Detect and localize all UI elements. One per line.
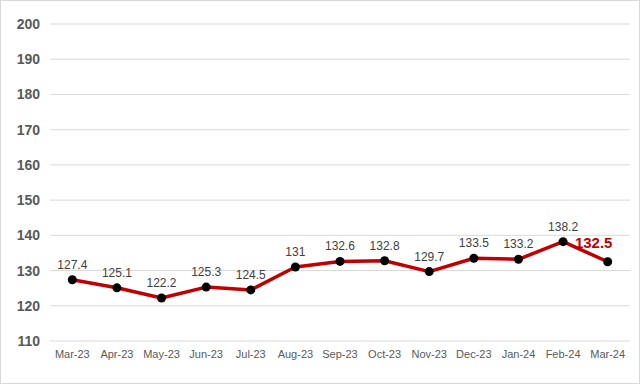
data-point [380, 256, 389, 265]
data-label: 138.2 [548, 220, 578, 234]
data-label: 132.8 [370, 239, 400, 253]
x-tick-label: Mar-24 [590, 348, 625, 360]
grid-line [50, 59, 630, 60]
data-label: 125.1 [102, 266, 132, 280]
x-tick-label: Mar-23 [55, 348, 90, 360]
chart-container: 110 120 130 140 150 160 170 180 190 200 Mar-23 Apr-… [0, 0, 640, 384]
grid-line [50, 341, 630, 342]
data-label: 132.6 [325, 239, 355, 253]
x-tick-label: Aug-23 [278, 348, 313, 360]
data-label: 122.2 [147, 276, 177, 290]
grid-line [50, 94, 630, 95]
data-label: 133.5 [459, 236, 489, 250]
data-point [469, 254, 478, 263]
grid-line [50, 200, 630, 201]
data-label: 131 [285, 245, 305, 259]
data-point [336, 257, 345, 266]
data-label: 124.5 [236, 268, 266, 282]
x-tick-label: Feb-24 [546, 348, 581, 360]
grid-line [50, 24, 630, 25]
data-label: 127.4 [57, 258, 87, 272]
data-point [157, 294, 166, 303]
grid-line [50, 305, 630, 306]
data-point [246, 285, 255, 294]
x-tick-label: Sep-23 [322, 348, 357, 360]
plot-area [68, 237, 612, 302]
data-label: 133.2 [503, 237, 533, 251]
y-tick-label: 140 [17, 227, 41, 243]
y-tick-label: 150 [17, 192, 41, 208]
y-tick-label: 120 [17, 298, 41, 314]
data-point [425, 267, 434, 276]
x-tick-label: Nov-23 [411, 348, 446, 360]
y-tick-label: 130 [17, 263, 41, 279]
data-label: 132.5 [575, 234, 613, 251]
grid-line [50, 164, 630, 165]
x-tick-label: Jan-24 [502, 348, 536, 360]
x-tick-label: May-23 [143, 348, 180, 360]
chart-svg: 110 120 130 140 150 160 170 180 190 200 Mar-23 Apr-… [0, 0, 640, 384]
grid-line [50, 129, 630, 130]
y-tick-label: 160 [17, 157, 41, 173]
chart-frame [1, 1, 640, 384]
data-point [112, 283, 121, 292]
data-point [68, 275, 77, 284]
x-tick-label: Dec-23 [456, 348, 491, 360]
data-point [514, 255, 523, 264]
y-tick-label: 170 [17, 122, 41, 138]
x-tick-label: Jul-23 [236, 348, 266, 360]
data-point [603, 257, 612, 266]
y-tick-label: 190 [17, 51, 41, 67]
y-tick-label: 180 [17, 86, 41, 102]
data-label: 125.3 [191, 265, 221, 279]
grid-line [50, 270, 630, 271]
data-point [202, 283, 211, 292]
y-tick-label: 200 [17, 16, 41, 32]
x-tick-label: Apr-23 [100, 348, 133, 360]
y-tick-label: 110 [17, 333, 40, 349]
x-tick-label: Oct-23 [368, 348, 401, 360]
data-point [291, 263, 300, 272]
x-tick-label: Jun-23 [189, 348, 223, 360]
grid-line [50, 235, 630, 236]
data-point [559, 237, 568, 246]
data-label: 129.7 [414, 250, 444, 264]
